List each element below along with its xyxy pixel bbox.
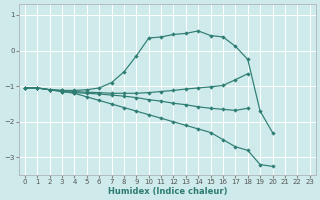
X-axis label: Humidex (Indice chaleur): Humidex (Indice chaleur)	[108, 187, 227, 196]
